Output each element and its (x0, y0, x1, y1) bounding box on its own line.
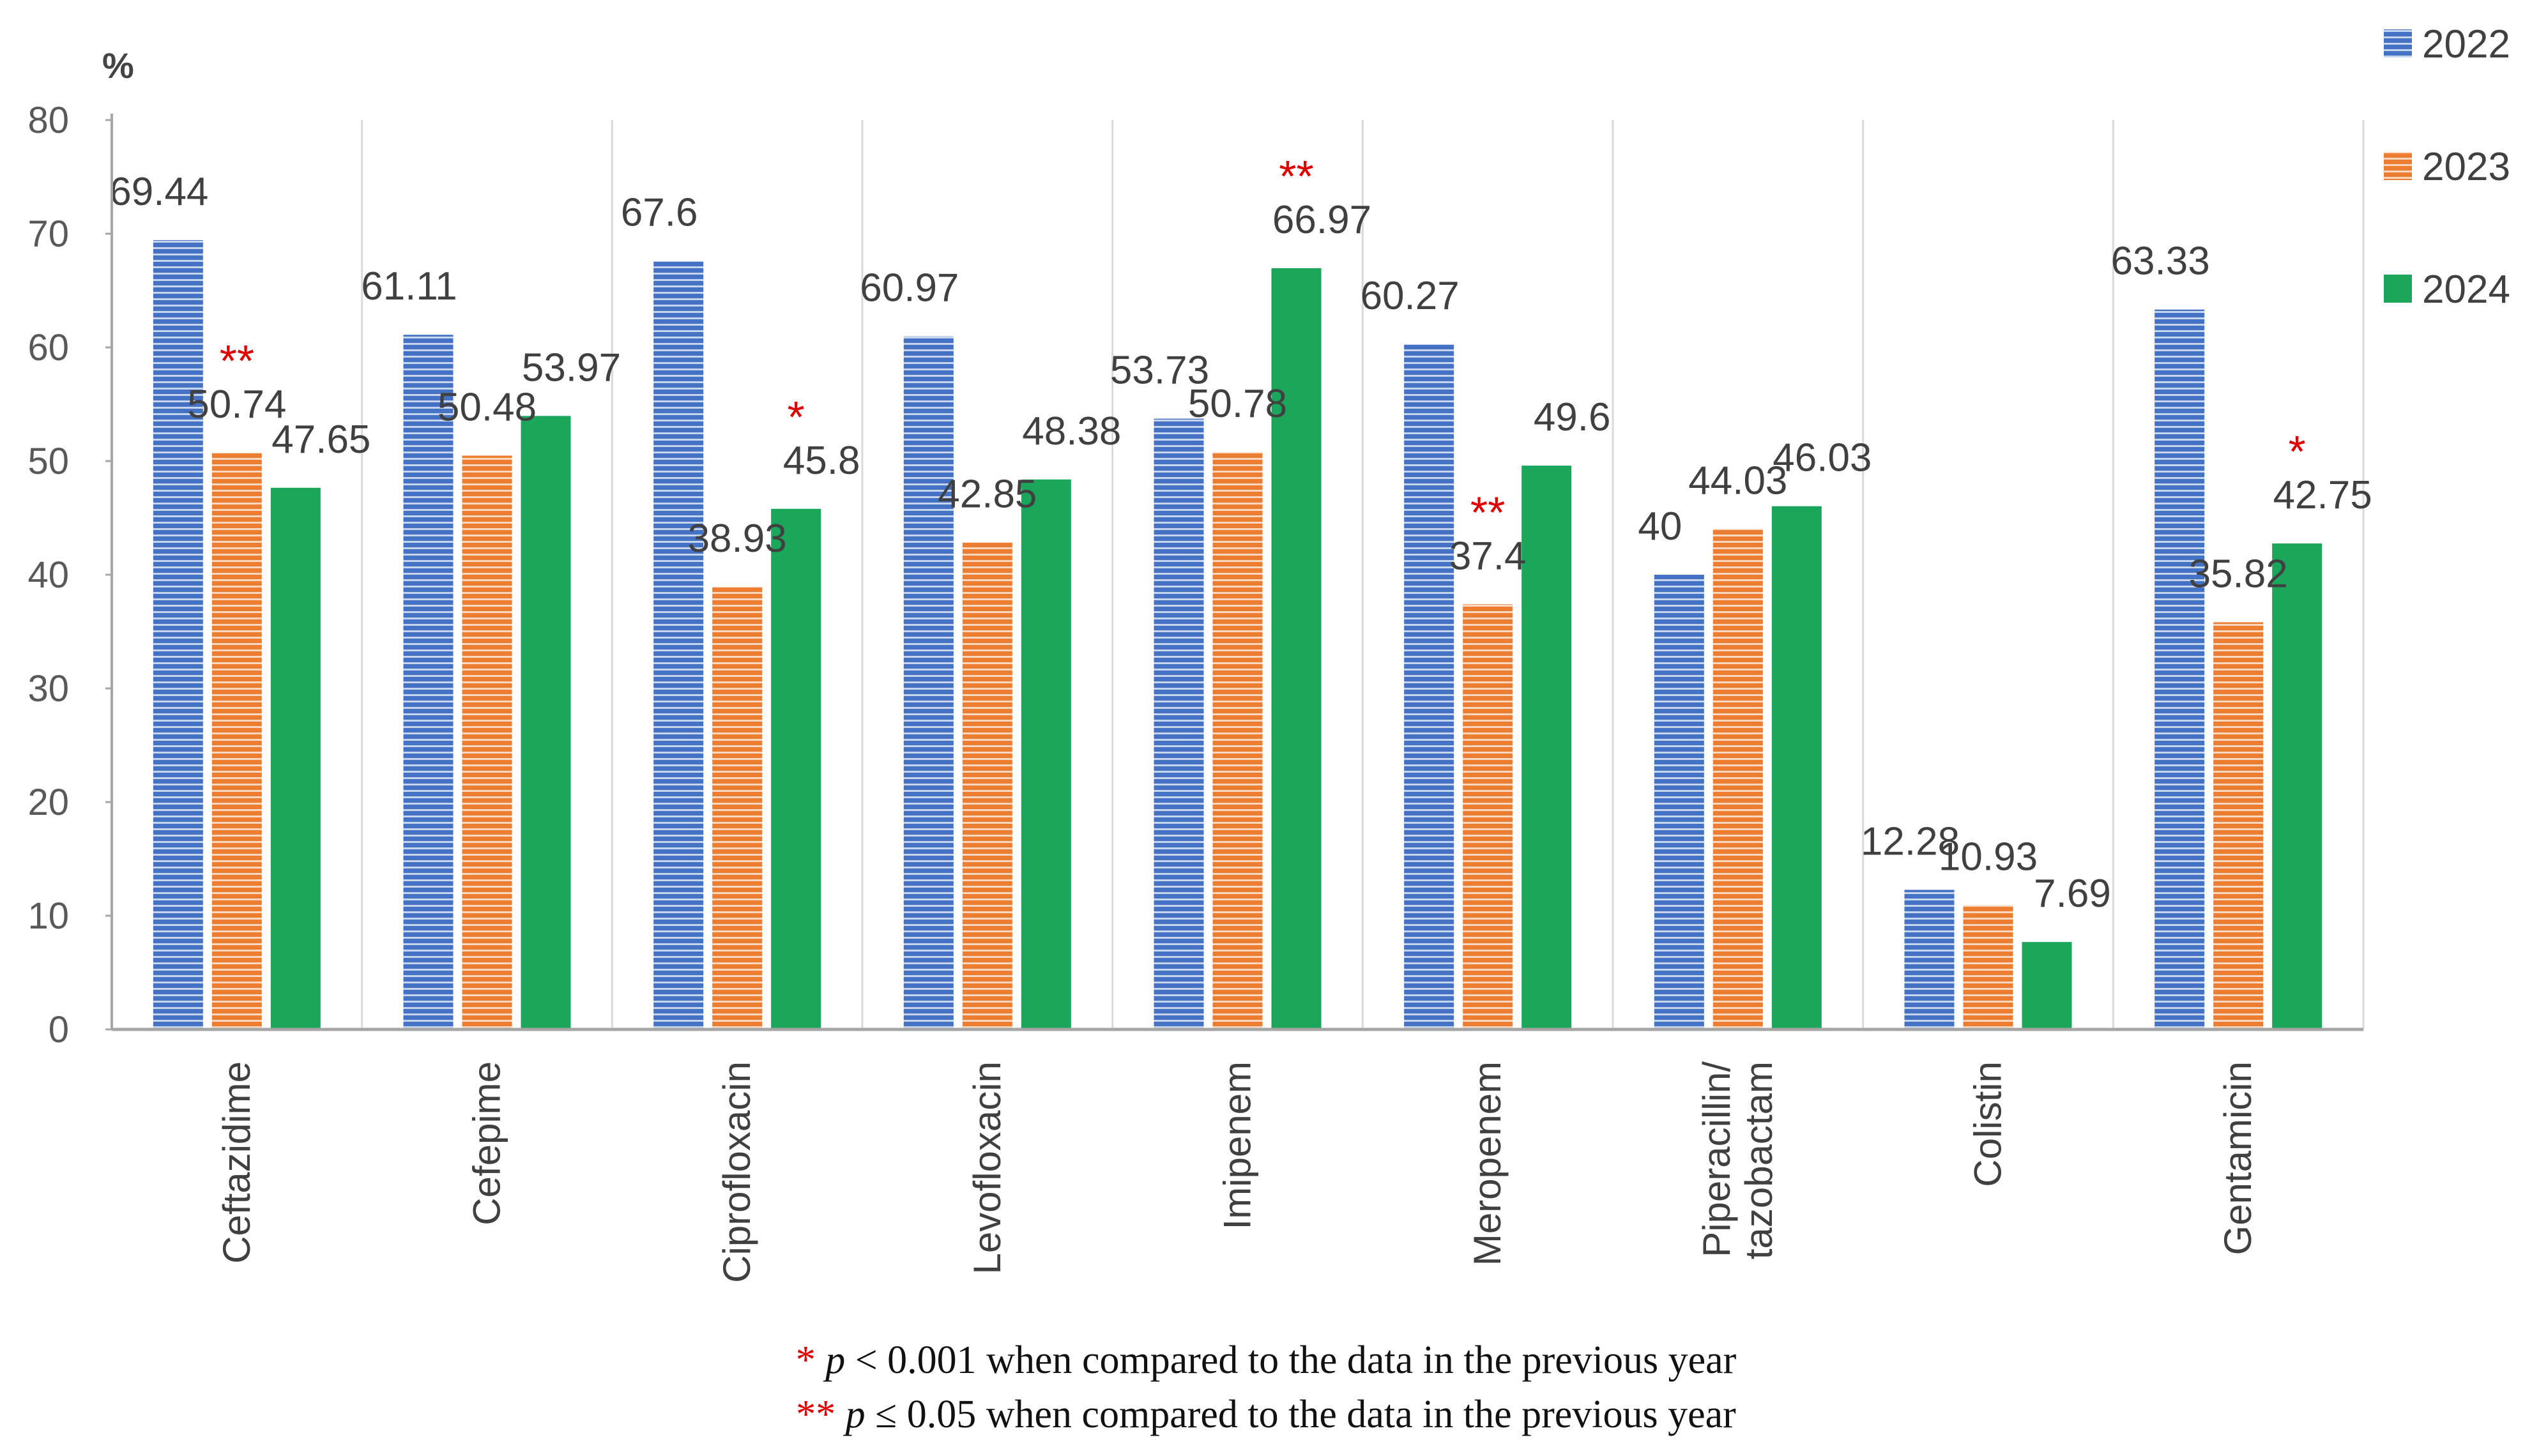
bar-2022 (1404, 344, 1454, 1029)
footnote-2: ** p ≤ 0.05 when compared to the data in… (0, 1392, 2532, 1437)
footnote-1: * p < 0.001 when compared to the data in… (0, 1338, 2532, 1383)
data-label: 67.6 (621, 191, 698, 235)
bar-2024 (1771, 506, 1822, 1029)
x-category-label: Cefepime (466, 1061, 508, 1225)
bar-2023 (211, 452, 262, 1029)
bar-2023 (1712, 529, 1763, 1029)
data-label: 53.97 (522, 345, 621, 390)
bars (153, 239, 2322, 1030)
data-label: 10.93 (1939, 835, 2038, 879)
bar-2024 (270, 487, 321, 1029)
data-label: 50.74 (187, 383, 286, 427)
legend-swatch-2022 (2384, 29, 2412, 57)
data-label: 12.28 (1861, 819, 1960, 863)
data-label: 47.65 (271, 418, 370, 462)
x-category-label: Piperacillin/ (1695, 1061, 1738, 1257)
bar-2024 (771, 508, 821, 1029)
bar-2022 (1154, 418, 1204, 1029)
data-label: 63.33 (2111, 239, 2210, 284)
bar-2023 (712, 587, 763, 1029)
data-label: 42.85 (938, 472, 1037, 516)
bar-2024 (2272, 543, 2322, 1029)
y-tick-label: 70 (27, 213, 69, 255)
bar-2022 (653, 261, 704, 1030)
y-tick-label: 0 (49, 1009, 69, 1050)
y-tick-label: 40 (27, 554, 69, 596)
data-label: 42.75 (2273, 473, 2372, 517)
y-tick-label: 80 (27, 100, 69, 141)
x-category-label: Levofloxacin (966, 1061, 1009, 1275)
data-label: 38.93 (688, 517, 787, 561)
bar-2022 (153, 239, 203, 1029)
y-tick-label: 20 (27, 782, 69, 823)
bar-2022 (1904, 890, 1955, 1029)
y-axis-title: % (102, 45, 134, 86)
bar-2023 (1463, 604, 1513, 1029)
significance-marker: ** (1279, 151, 1313, 201)
legend: 2022 2023 2024 (2384, 22, 2510, 312)
bar-2023 (962, 542, 1012, 1029)
x-category-label: Imipenem (1216, 1061, 1259, 1229)
bar-2023 (1963, 905, 2013, 1029)
plot-grid (361, 120, 2365, 1029)
footnote-1-mark: * (795, 1338, 816, 1382)
footnote-2-mark: ** (796, 1393, 836, 1436)
x-category-label: tazobactam (1737, 1061, 1780, 1259)
legend-label-2024: 2024 (2422, 268, 2510, 312)
legend-label-2022: 2022 (2422, 22, 2510, 66)
data-label: 66.97 (1272, 198, 1371, 242)
bar-2022 (403, 335, 454, 1030)
data-label: 46.03 (1773, 436, 1872, 480)
bar-2022 (1654, 575, 1704, 1029)
data-label: 60.27 (1361, 274, 1460, 318)
x-category-label: Ceftazidime (215, 1061, 258, 1264)
bar-2023 (2213, 622, 2264, 1029)
data-label: 50.48 (438, 385, 537, 429)
x-category-label: Meropenem (1466, 1061, 1509, 1266)
y-tick-label: 30 (27, 668, 69, 709)
bar-2022 (903, 336, 954, 1029)
data-label: 35.82 (2189, 552, 2288, 596)
bar-2023 (1212, 452, 1263, 1029)
x-category-label: Gentamicin (2216, 1061, 2259, 1255)
y-tick-label: 10 (27, 895, 69, 937)
x-category-label: Ciprofloxacin (715, 1061, 758, 1283)
bar-2024 (2022, 942, 2072, 1029)
x-category-label: Colistin (1967, 1061, 2010, 1187)
bar-2024 (1021, 479, 1071, 1029)
data-label: 61.11 (361, 264, 457, 308)
y-tick-label: 60 (27, 327, 69, 368)
bar-2022 (2154, 309, 2205, 1029)
bar-2024 (1271, 268, 1322, 1030)
data-label: 45.8 (783, 439, 860, 483)
data-label: 48.38 (1022, 409, 1121, 453)
data-label: 69.44 (109, 170, 208, 214)
data-label: 50.78 (1188, 382, 1287, 426)
axes: 0 10 20 30 40 50 60 70 80 Ceftazidime Cefepime Cipr… (27, 100, 2363, 1283)
legend-swatch-2023 (2384, 152, 2412, 180)
bar-2023 (462, 455, 512, 1029)
y-tick-label: 50 (27, 441, 69, 482)
footnote-2-p: p (845, 1393, 866, 1436)
data-label: 60.97 (860, 266, 959, 310)
data-label: 44.03 (1688, 459, 1787, 503)
data-label: 49.6 (1534, 395, 1611, 439)
significance-marker: * (2289, 427, 2306, 476)
legend-swatch-2024 (2384, 275, 2412, 303)
significance-marker: ** (220, 336, 254, 386)
data-label: 37.4 (1449, 534, 1527, 578)
significance-marker: * (788, 392, 805, 442)
bar-2024 (1521, 466, 1572, 1029)
legend-label-2023: 2023 (2422, 145, 2510, 189)
footnote-1-p: p (825, 1338, 846, 1382)
footnote-2-text: ≤ 0.05 when compared to the data in the … (865, 1393, 1736, 1436)
footnote-1-text: < 0.001 when compared to the data in the… (845, 1338, 1737, 1382)
data-label: 7.69 (2034, 872, 2111, 916)
bar-2024 (521, 416, 571, 1029)
significance-marker: ** (1470, 487, 1505, 537)
data-label: 53.73 (1110, 349, 1209, 393)
data-label: 40 (1638, 504, 1682, 549)
